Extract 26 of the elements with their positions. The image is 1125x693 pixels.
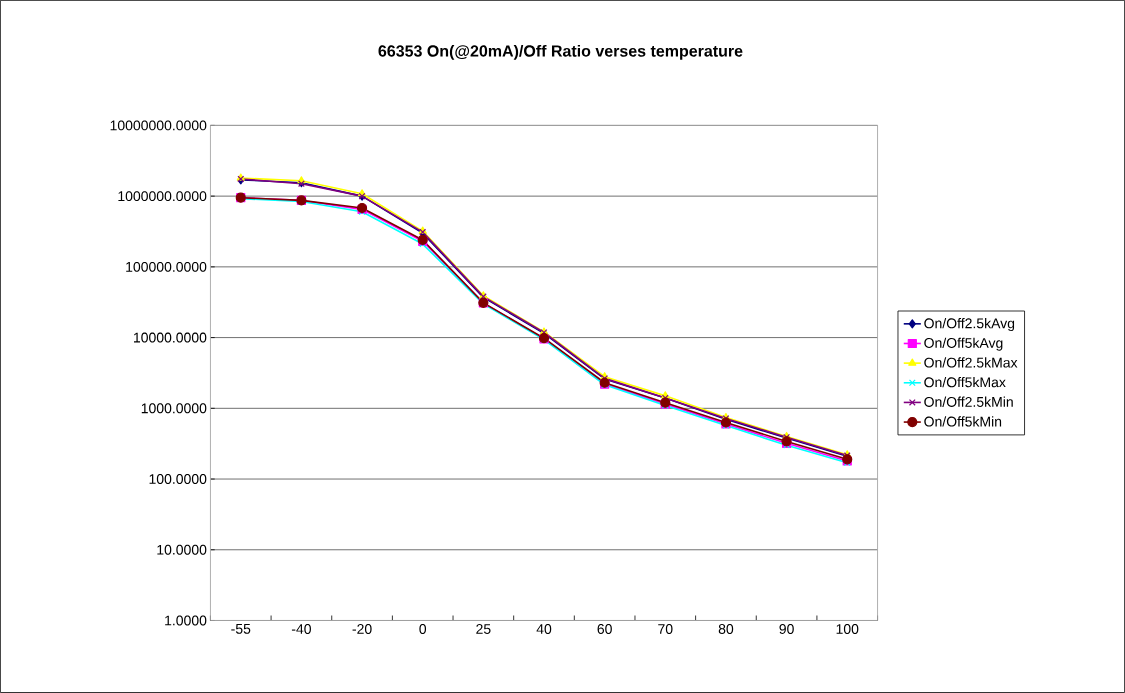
x-tick-label: -20 bbox=[352, 624, 372, 634]
x-tick-label: 80 bbox=[718, 624, 734, 634]
x-tick-label: 25 bbox=[476, 624, 491, 634]
y-tick-label: 10000000.0000 bbox=[110, 120, 207, 131]
x-tick-label: 70 bbox=[658, 624, 673, 634]
y-tick-label: 100000.0000 bbox=[126, 261, 207, 272]
y-tick-label: 1000.0000 bbox=[141, 403, 207, 414]
x-tick-label: 90 bbox=[779, 624, 794, 634]
x-tick-label: -40 bbox=[291, 624, 311, 634]
x-tick-label: -55 bbox=[231, 624, 251, 634]
legend-label: On/Off2.5kAvg bbox=[924, 318, 1015, 332]
x-tick-label: 40 bbox=[536, 624, 552, 634]
chart-title: 66353 On(@20mA)/Off Ratio verses temperature bbox=[378, 44, 743, 60]
legend-label: On/Off5kAvg bbox=[924, 337, 1003, 351]
y-tick-label: 1.0000 bbox=[165, 615, 207, 626]
legend-label: On/Off2.5kMin bbox=[924, 396, 1013, 407]
x-tick-label: 60 bbox=[597, 624, 612, 634]
y-tick-label: 100.0000 bbox=[149, 474, 207, 485]
x-tick-label: 0 bbox=[419, 624, 427, 634]
y-tick-label: 10.0000 bbox=[157, 544, 207, 555]
y-tick-label: 10000.0000 bbox=[134, 332, 207, 343]
legend-label: On/Off5kMax bbox=[924, 377, 1006, 388]
legend-label: On/Off5kMin bbox=[924, 416, 1002, 427]
y-tick-label: 1000000.0000 bbox=[118, 191, 207, 202]
legend-label: On/Off2.5kMax bbox=[924, 357, 1018, 368]
x-tick-label: 100 bbox=[836, 624, 859, 634]
